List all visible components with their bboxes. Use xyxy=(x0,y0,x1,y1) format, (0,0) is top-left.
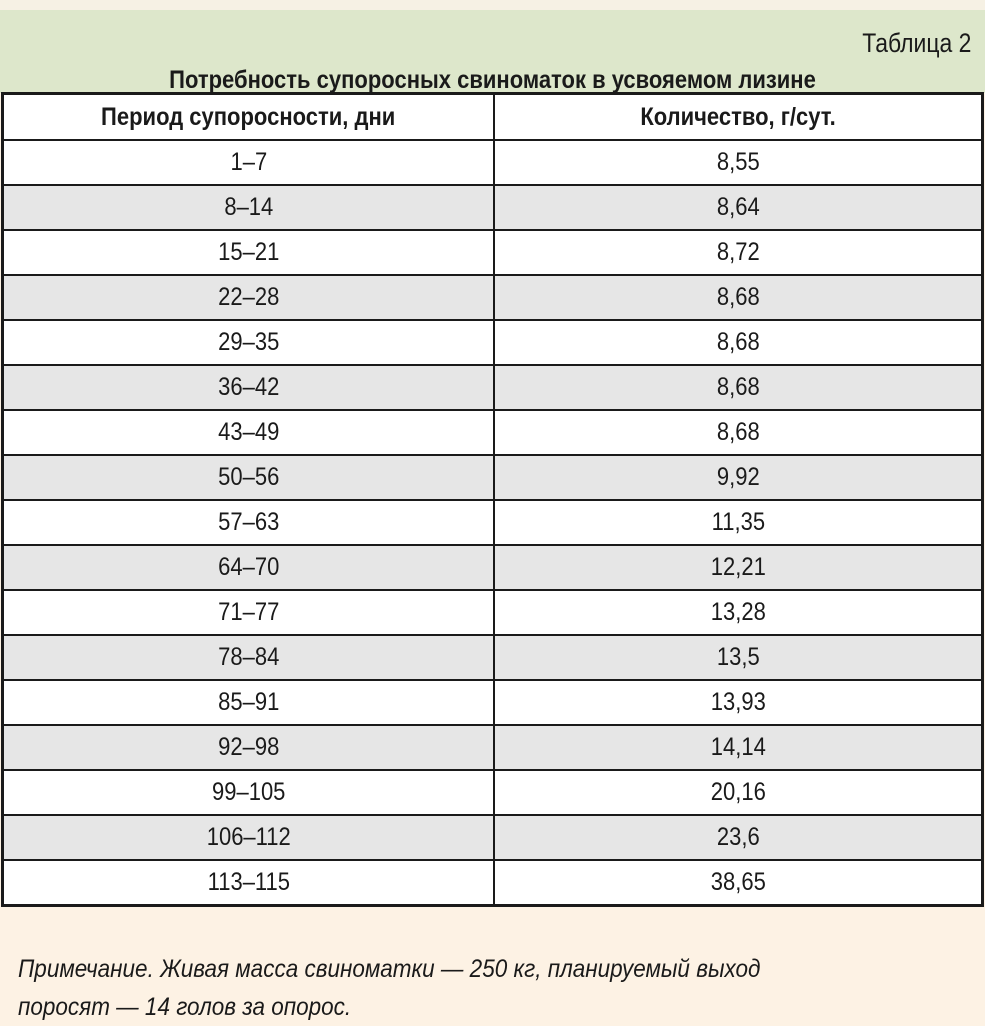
table-row: 57–63 11,35 xyxy=(1,499,984,546)
cell-text: 15–21 xyxy=(217,238,280,266)
amount-cell: 38,65 xyxy=(493,859,984,907)
table-row: 106–112 23,6 xyxy=(1,814,984,861)
table-row: 64–70 12,21 xyxy=(1,544,984,591)
period-cell: 15–21 xyxy=(1,229,495,276)
cell-text: 20,16 xyxy=(710,778,766,806)
table-row: 22–28 8,68 xyxy=(1,274,984,321)
cell-text: 43–49 xyxy=(217,418,280,446)
note-line-2: поросят — 14 голов за опорос. xyxy=(18,993,352,1021)
amount-cell: 13,28 xyxy=(493,589,984,636)
period-cell: 43–49 xyxy=(1,409,495,456)
cell-text: 50–56 xyxy=(217,463,280,491)
cell-text: 14,14 xyxy=(710,733,766,761)
cell-text: 8,68 xyxy=(716,418,760,446)
cell-text: 71–77 xyxy=(217,598,280,626)
period-cell: 1–7 xyxy=(1,139,495,186)
cell-text: 13,93 xyxy=(710,688,766,716)
top-strip xyxy=(0,0,985,10)
cell-text: 11,35 xyxy=(711,508,765,536)
period-cell: 78–84 xyxy=(1,634,495,681)
cell-text: 8,68 xyxy=(716,328,760,356)
cell-text: 8–14 xyxy=(224,193,273,221)
cell-text: 8,68 xyxy=(716,283,760,311)
table-note: Примечание. Живая масса свиноматки — 250… xyxy=(18,950,963,1026)
table-row: 99–105 20,16 xyxy=(1,769,984,816)
period-cell: 92–98 xyxy=(1,724,495,771)
column-header-amount: Количество, г/сут. xyxy=(493,92,984,141)
header-row: Период супоросности, дни Количество, г/с… xyxy=(1,92,984,141)
column-header-period: Период супоросности, дни xyxy=(1,92,495,141)
amount-cell: 8,55 xyxy=(493,139,984,186)
amount-cell: 13,5 xyxy=(493,634,984,681)
period-cell: 50–56 xyxy=(1,454,495,501)
cell-text: 113–115 xyxy=(207,868,290,896)
table-row: 71–77 13,28 xyxy=(1,589,984,636)
column-header-label: Количество, г/сут. xyxy=(640,102,836,131)
amount-cell: 8,68 xyxy=(493,319,984,366)
table-title: Потребность супоросных свиноматок в усво… xyxy=(169,66,816,94)
table-row: 50–56 9,92 xyxy=(1,454,984,501)
amount-cell: 11,35 xyxy=(493,499,984,546)
cell-text: 29–35 xyxy=(217,328,280,356)
period-cell: 99–105 xyxy=(1,769,495,816)
period-cell: 22–28 xyxy=(1,274,495,321)
cell-text: 8,64 xyxy=(716,193,760,221)
table-row: 15–21 8,72 xyxy=(1,229,984,276)
cell-text: 99–105 xyxy=(211,778,286,806)
cell-text: 9,92 xyxy=(716,463,760,491)
amount-cell: 8,68 xyxy=(493,409,984,456)
table-row: 8–14 8,64 xyxy=(1,184,984,231)
cell-text: 22–28 xyxy=(217,283,280,311)
period-cell: 29–35 xyxy=(1,319,495,366)
period-cell: 113–115 xyxy=(1,859,495,907)
cell-text: 85–91 xyxy=(217,688,280,716)
amount-cell: 20,16 xyxy=(493,769,984,816)
amount-cell: 9,92 xyxy=(493,454,984,501)
cell-text: 13,28 xyxy=(710,598,766,626)
cell-text: 23,6 xyxy=(716,823,760,851)
table-row: 36–42 8,68 xyxy=(1,364,984,411)
amount-cell: 8,68 xyxy=(493,274,984,321)
cell-text: 8,68 xyxy=(716,373,760,401)
cell-text: 1–7 xyxy=(230,148,267,176)
table-row: 29–35 8,68 xyxy=(1,319,984,366)
cell-text: 64–70 xyxy=(217,553,280,581)
table-row: 78–84 13,5 xyxy=(1,634,984,681)
amount-cell: 14,14 xyxy=(493,724,984,771)
cell-text: 38,65 xyxy=(710,868,766,896)
period-cell: 36–42 xyxy=(1,364,495,411)
table-row: 1–7 8,55 xyxy=(1,139,984,186)
table-row: 113–115 38,65 xyxy=(1,859,984,907)
column-header-label: Период супоросности, дни xyxy=(101,102,396,131)
lysine-table: Период супоросности, дни Количество, г/с… xyxy=(1,92,984,907)
period-cell: 8–14 xyxy=(1,184,495,231)
cell-text: 36–42 xyxy=(217,373,280,401)
table-row: 85–91 13,93 xyxy=(1,679,984,726)
amount-cell: 8,68 xyxy=(493,364,984,411)
amount-cell: 8,64 xyxy=(493,184,984,231)
cell-text: 78–84 xyxy=(217,643,280,671)
note-line-1: Примечание. Живая масса свиноматки — 250… xyxy=(18,955,761,983)
amount-cell: 13,93 xyxy=(493,679,984,726)
amount-cell: 23,6 xyxy=(493,814,984,861)
cell-text: 12,21 xyxy=(710,553,766,581)
period-cell: 85–91 xyxy=(1,679,495,726)
period-cell: 57–63 xyxy=(1,499,495,546)
cell-text: 106–112 xyxy=(206,823,291,851)
table-number: Таблица 2 xyxy=(861,28,971,58)
cell-text: 8,72 xyxy=(716,238,760,266)
amount-cell: 12,21 xyxy=(493,544,984,591)
table-header-band: Таблица 2 Потребность супоросных свинома… xyxy=(0,10,985,94)
period-cell: 106–112 xyxy=(1,814,495,861)
cell-text: 13,5 xyxy=(716,643,760,671)
cell-text: 8,55 xyxy=(716,148,760,176)
period-cell: 71–77 xyxy=(1,589,495,636)
table-row: 43–49 8,68 xyxy=(1,409,984,456)
table-row: 92–98 14,14 xyxy=(1,724,984,771)
amount-cell: 8,72 xyxy=(493,229,984,276)
cell-text: 57–63 xyxy=(217,508,280,536)
period-cell: 64–70 xyxy=(1,544,495,591)
cell-text: 92–98 xyxy=(217,733,280,761)
